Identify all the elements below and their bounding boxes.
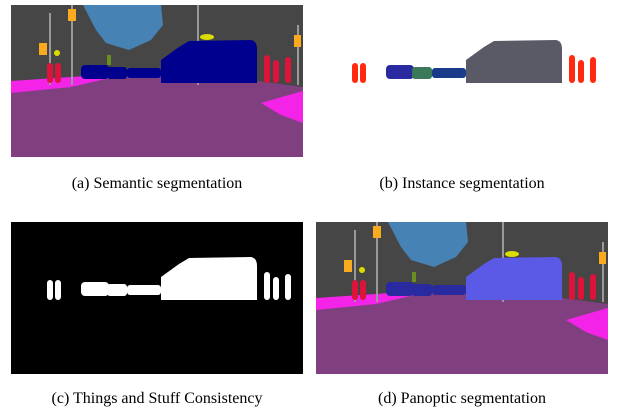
caption: (c) Things and Stuff Consistency <box>52 390 263 407</box>
person <box>264 55 270 83</box>
car <box>432 285 466 295</box>
figure: (a) Semantic segmentation (b) Instance s… <box>0 0 619 408</box>
traffic-light <box>599 252 606 264</box>
car <box>127 68 161 78</box>
person <box>360 63 366 83</box>
consistency-image <box>11 222 303 374</box>
traffic-light <box>344 260 352 272</box>
person <box>273 60 279 83</box>
traffic-light <box>373 226 381 238</box>
car <box>81 282 109 296</box>
caption: (b) Instance segmentation <box>379 175 544 192</box>
background <box>11 222 303 374</box>
vegetation <box>412 272 416 282</box>
person <box>352 280 358 300</box>
person <box>352 63 358 83</box>
person <box>285 274 291 300</box>
instance-image <box>316 5 608 157</box>
car <box>412 67 432 79</box>
person <box>569 55 575 83</box>
person <box>590 274 596 300</box>
car <box>386 282 414 296</box>
vegetation <box>107 55 111 65</box>
car <box>107 284 127 296</box>
person <box>273 277 279 300</box>
pole <box>297 25 299 85</box>
car <box>386 65 414 79</box>
background <box>316 5 608 157</box>
person <box>47 280 53 300</box>
caption: (a) Semantic segmentation <box>72 175 243 192</box>
traffic-sign <box>505 251 519 257</box>
person <box>578 60 584 83</box>
person <box>55 280 61 300</box>
traffic-light <box>39 43 47 55</box>
traffic-sign <box>54 50 60 56</box>
traffic-light <box>68 9 76 21</box>
car <box>107 67 127 79</box>
semantic-image <box>11 5 303 157</box>
person <box>264 272 270 300</box>
person <box>578 277 584 300</box>
traffic-sign <box>200 34 214 40</box>
panoptic-image <box>316 222 608 374</box>
caption: (d) Panoptic segmentation <box>378 390 546 407</box>
traffic-sign <box>359 267 365 273</box>
traffic-light <box>294 35 301 47</box>
car <box>432 68 466 78</box>
person <box>360 280 366 300</box>
person <box>590 57 596 83</box>
car <box>412 284 432 296</box>
person <box>55 63 61 83</box>
pole <box>602 242 604 302</box>
car <box>127 285 161 295</box>
person <box>569 272 575 300</box>
person <box>285 57 291 83</box>
car <box>81 65 109 79</box>
person <box>47 63 53 83</box>
